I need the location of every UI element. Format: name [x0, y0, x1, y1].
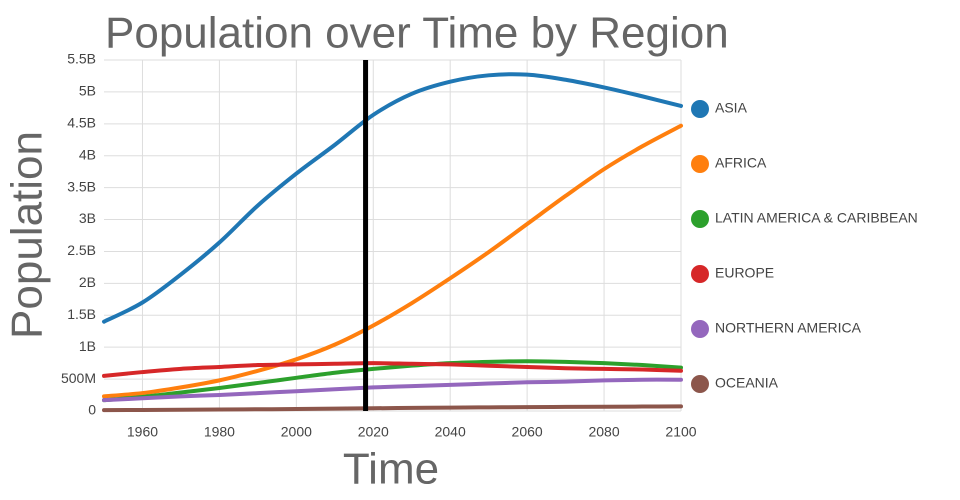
x-tick-label: 2080: [588, 424, 619, 440]
y-tick-label: 3B: [79, 210, 96, 226]
y-tick-label: 1.5B: [67, 306, 96, 322]
legend-label: LATIN AMERICA & CARIBBEAN: [715, 210, 918, 226]
y-tick-label: 4.5B: [67, 115, 96, 131]
series-line: [102, 359, 683, 403]
legend-marker: [691, 375, 709, 393]
chart-title: Population over Time by Region: [105, 9, 729, 58]
legend-marker: [691, 320, 709, 338]
legend-marker: [691, 210, 709, 228]
y-tick-label: 2B: [79, 274, 96, 290]
legend-label: OCEANIA: [715, 375, 779, 391]
legend-label: AFRICA: [715, 155, 767, 171]
x-tick-label: 2060: [512, 424, 543, 440]
y-tick-label: 5.5B: [67, 51, 96, 67]
x-tick-label: 1980: [204, 424, 235, 440]
x-tick-label: 2000: [281, 424, 312, 440]
y-tick-label: 0: [88, 402, 96, 418]
legend-label: ASIA: [715, 100, 748, 116]
legend-label: NORTHERN AMERICA: [715, 320, 862, 336]
legend-marker: [691, 265, 709, 283]
x-tick-label: 2020: [358, 424, 389, 440]
series-line: [102, 72, 683, 324]
series-line: [102, 361, 683, 378]
x-tick-label: 2100: [665, 424, 696, 440]
x-tick-label: 1960: [127, 424, 158, 440]
series-line: [102, 404, 683, 413]
y-tick-label: 500M: [61, 370, 96, 386]
series-line: [102, 123, 683, 399]
y-tick-label: 1B: [79, 338, 96, 354]
legend-marker: [691, 155, 709, 173]
y-tick-label: 4B: [79, 146, 96, 162]
y-tick-label: 5B: [79, 83, 96, 99]
y-axis-label: Population: [3, 131, 52, 339]
legend-marker: [691, 100, 709, 118]
legend-label: EUROPE: [715, 265, 774, 281]
x-axis-label: Time: [343, 445, 439, 494]
y-tick-label: 2.5B: [67, 242, 96, 258]
series-line: [102, 377, 683, 403]
x-tick-label: 2040: [435, 424, 466, 440]
y-tick-label: 3.5B: [67, 178, 96, 194]
